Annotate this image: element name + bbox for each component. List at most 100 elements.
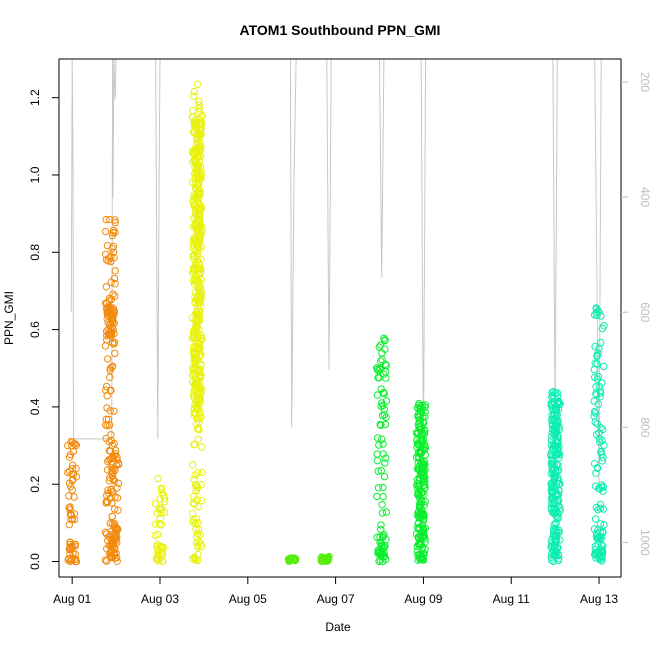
data-point bbox=[550, 398, 558, 406]
data-point bbox=[381, 420, 390, 429]
right-tick-label: 400 bbox=[638, 187, 650, 207]
data-point bbox=[418, 460, 426, 469]
data-point bbox=[196, 205, 205, 214]
data-point bbox=[65, 492, 73, 500]
data-point bbox=[153, 553, 161, 561]
y-tick-label: 0.6 bbox=[28, 321, 42, 338]
data-point bbox=[196, 283, 205, 292]
data-point bbox=[103, 557, 111, 565]
data-point bbox=[419, 533, 427, 542]
series-5-cluster-1 bbox=[547, 387, 564, 565]
data-point bbox=[193, 365, 201, 373]
data-point bbox=[376, 420, 384, 429]
data-points bbox=[64, 80, 608, 566]
data-point bbox=[195, 161, 203, 169]
data-point bbox=[104, 304, 113, 312]
data-point bbox=[67, 483, 75, 491]
x-tick-label: Aug 03 bbox=[141, 592, 179, 606]
data-point bbox=[379, 401, 387, 410]
data-point bbox=[192, 241, 201, 249]
data-point bbox=[382, 413, 390, 422]
data-point bbox=[374, 434, 382, 442]
data-point bbox=[109, 539, 117, 547]
data-point bbox=[590, 459, 599, 468]
data-point bbox=[547, 479, 555, 488]
data-point bbox=[190, 404, 198, 413]
data-point bbox=[414, 441, 423, 449]
x-tick-label: Aug 13 bbox=[580, 592, 618, 606]
data-point bbox=[191, 180, 200, 189]
data-point bbox=[108, 553, 117, 562]
data-point bbox=[190, 332, 198, 340]
plot-frame bbox=[58, 58, 622, 578]
data-point bbox=[417, 448, 425, 456]
data-point bbox=[106, 373, 114, 381]
data-point bbox=[109, 248, 118, 257]
data-point bbox=[110, 439, 118, 448]
data-point bbox=[417, 403, 425, 411]
data-point bbox=[160, 494, 169, 502]
data-point bbox=[378, 435, 386, 443]
data-point bbox=[197, 540, 205, 548]
data-point bbox=[72, 464, 80, 473]
data-point bbox=[555, 454, 563, 462]
data-point bbox=[195, 200, 204, 209]
data-point bbox=[375, 557, 383, 566]
data-point bbox=[598, 379, 606, 387]
data-point bbox=[111, 267, 120, 275]
data-point bbox=[194, 164, 203, 173]
data-point bbox=[594, 534, 602, 543]
data-point bbox=[109, 304, 118, 312]
data-point bbox=[552, 422, 561, 431]
data-point bbox=[380, 405, 388, 413]
y-tick-label: 0.8 bbox=[28, 244, 42, 261]
data-point bbox=[593, 420, 601, 428]
data-point bbox=[103, 331, 111, 340]
data-point bbox=[195, 345, 203, 354]
data-point bbox=[195, 97, 203, 106]
series-3-cluster-2 bbox=[317, 552, 333, 565]
data-point bbox=[108, 231, 117, 240]
data-point bbox=[416, 540, 424, 549]
data-point bbox=[382, 374, 390, 382]
data-point bbox=[555, 399, 563, 407]
data-point bbox=[420, 430, 429, 438]
data-point bbox=[377, 385, 385, 393]
data-point bbox=[191, 235, 199, 244]
data-point bbox=[547, 436, 556, 445]
series-1-cluster-1 bbox=[64, 438, 81, 566]
data-point bbox=[551, 424, 559, 432]
data-point bbox=[188, 509, 197, 517]
data-point bbox=[599, 425, 607, 434]
data-point bbox=[109, 242, 118, 251]
data-point bbox=[594, 547, 603, 556]
data-point bbox=[420, 471, 428, 480]
data-point bbox=[196, 129, 204, 138]
data-point bbox=[108, 339, 117, 347]
data-point bbox=[419, 467, 427, 475]
data-point bbox=[419, 474, 427, 483]
data-point bbox=[109, 319, 117, 327]
data-point bbox=[598, 457, 607, 465]
data-point bbox=[551, 445, 559, 454]
data-point bbox=[109, 226, 118, 235]
data-point bbox=[67, 438, 75, 446]
data-point bbox=[380, 370, 388, 378]
data-point bbox=[419, 516, 428, 525]
data-point bbox=[101, 227, 110, 236]
data-point bbox=[376, 341, 385, 349]
data-point bbox=[154, 530, 162, 539]
x-tick-label: Aug 07 bbox=[317, 592, 355, 606]
data-point bbox=[415, 399, 423, 408]
data-point bbox=[193, 295, 201, 304]
data-point bbox=[550, 460, 558, 468]
data-point bbox=[108, 512, 117, 521]
data-point bbox=[415, 476, 423, 484]
data-point bbox=[151, 499, 160, 508]
x-tick-label: Aug 05 bbox=[229, 592, 267, 606]
data-point bbox=[415, 417, 424, 425]
data-point bbox=[547, 553, 556, 561]
data-point bbox=[190, 149, 199, 158]
data-point bbox=[377, 466, 385, 475]
data-point bbox=[72, 473, 81, 481]
